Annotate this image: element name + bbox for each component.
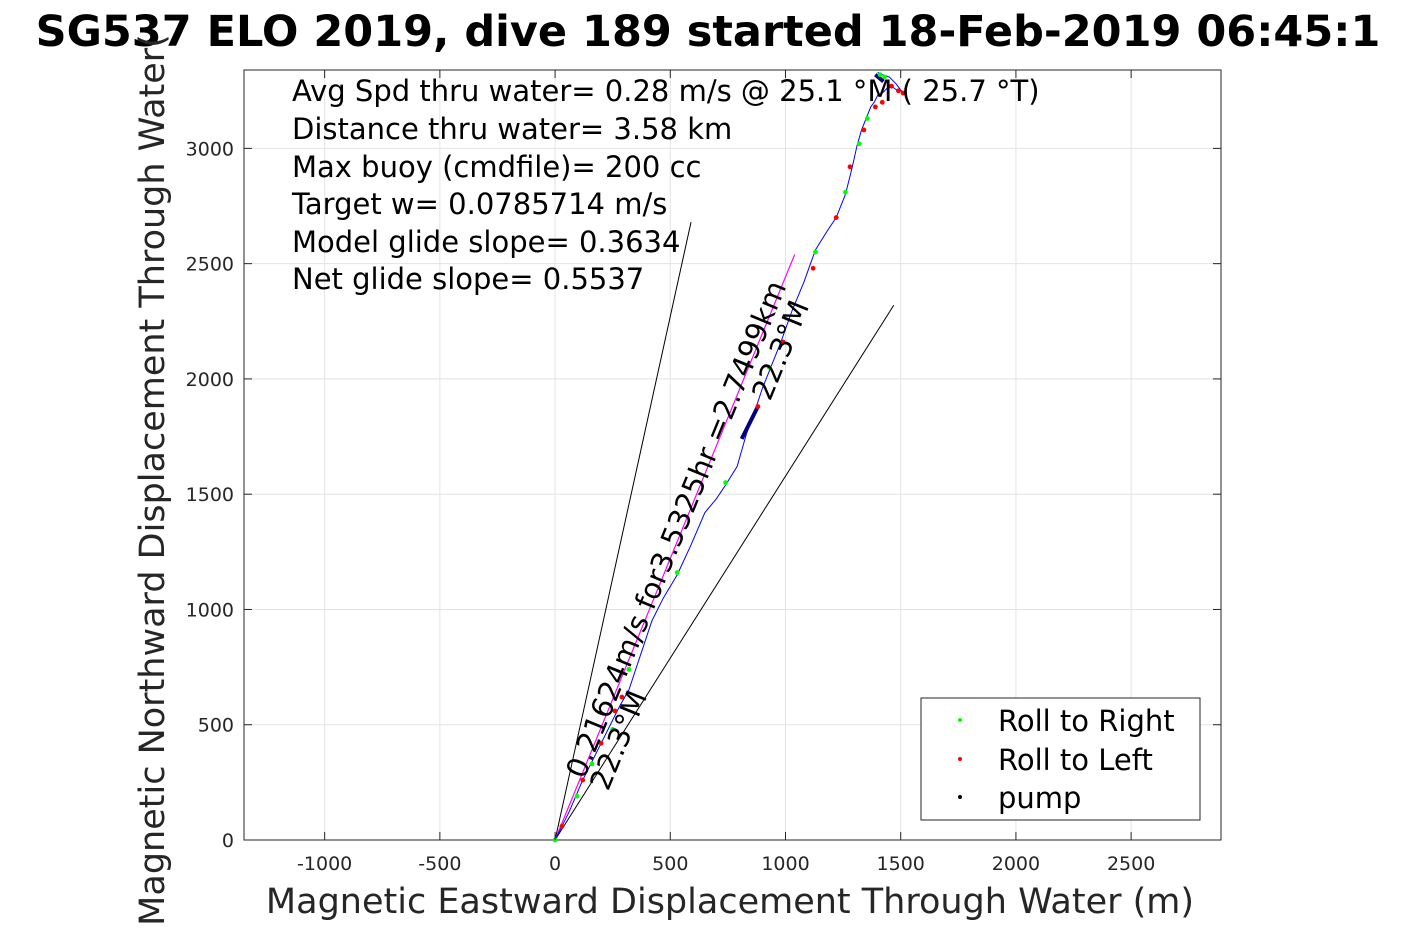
roll-right-point [626,667,632,672]
legend: Roll to Right Roll to Left pump [920,697,1201,821]
roll-left-point [889,83,894,89]
y-tick-label: 2500 [186,254,234,276]
reference-lines [554,222,895,841]
x-tick-label: 500 [652,853,688,875]
roll-left-point [559,823,565,829]
stats-annotations: Avg Spd thru water= 0.28 m/s @ 25.1 °M (… [291,74,1040,296]
roll-left-point [900,90,906,96]
annotation-max-buoy: Max buoy (cmdfile)= 200 cc [292,150,701,184]
legend-marker-roll-left [958,757,962,761]
y-tick-label: 1000 [186,599,234,621]
roll-left-point [847,164,853,170]
y-tick-labels: 0 500 1000 1500 2000 2500 3000 [186,138,234,852]
roll-right-point [723,480,728,486]
x-axis-label: Magnetic Eastward Displacement Through W… [266,882,1194,922]
x-tick-label: 2500 [1107,853,1155,875]
legend-marker-roll-right [958,718,962,722]
legend-label-roll-left: Roll to Left [998,743,1153,777]
axes-box [243,69,1222,841]
roll-left-point [896,88,901,94]
roll-left-point [580,777,586,783]
roll-right-point [589,761,595,767]
y-axis-label: Magnetic Northward Displacement Through … [133,34,173,926]
annotation-avg-speed: Avg Spd thru water= 0.28 m/s @ 25.1 °M (… [292,74,1040,108]
chart-title: SG537 ELO 2019, dive 189 started 18-Feb-… [36,7,1381,57]
reference-line [554,222,692,841]
x-tick-labels: -1000 -500 0 500 1000 1500 2000 2500 [297,853,1155,875]
points-group [552,72,906,843]
roll-right-point [766,364,772,370]
roll-right-point [864,116,870,121]
ticks [244,70,1221,841]
y-tick-label: 3000 [186,138,234,160]
y-tick-label: 2000 [186,369,234,391]
annotation-distance: Distance thru water= 3.58 km [292,112,732,146]
roll-left-point [833,215,839,220]
roll-left-point [879,99,885,105]
y-tick-label: 0 [222,830,234,852]
annotation-target-w: Target w= 0.0785714 m/s [291,187,667,221]
annotation-model-glide-slope: Model glide slope= 0.3634 [292,225,680,259]
roll-right-point [882,74,887,80]
roll-right-point [574,793,580,799]
x-tick-label: 2000 [992,853,1040,875]
roll-right-point [843,189,848,195]
roll-right-point [856,141,862,147]
pump-segment [874,73,885,84]
y-tick-label: 1500 [186,484,234,506]
y-tick-label: 500 [198,715,234,737]
roll-left-point [612,708,618,714]
roll-left-point [780,339,786,345]
roll-left-point [861,127,867,133]
roll-right-point [674,570,680,575]
pump-segment [739,405,760,440]
roll-right-point [813,249,818,255]
current-vector [554,254,796,841]
roll-left-point [872,104,878,110]
legend-label-roll-right: Roll to Right [998,704,1175,738]
roll-right-point [877,72,883,78]
x-tick-label: -500 [418,853,461,875]
legend-marker-pump [958,795,962,799]
x-tick-label: 1500 [877,853,925,875]
legend-label-pump: pump [998,781,1081,815]
x-tick-label: 1000 [761,853,809,875]
roll-left-point [619,694,625,700]
current-vector-line [554,254,796,841]
annotation-net-glide-slope: Net glide slope= 0.5537 [292,262,644,296]
roll-right-point [610,726,616,732]
roll-left-point [598,740,604,746]
x-tick-label: 0 [549,853,561,875]
x-tick-label: -1000 [297,853,352,875]
roll-left-point [755,404,761,409]
reference-line [554,304,895,841]
legend-box [920,697,1201,821]
roll-left-point [810,265,816,271]
